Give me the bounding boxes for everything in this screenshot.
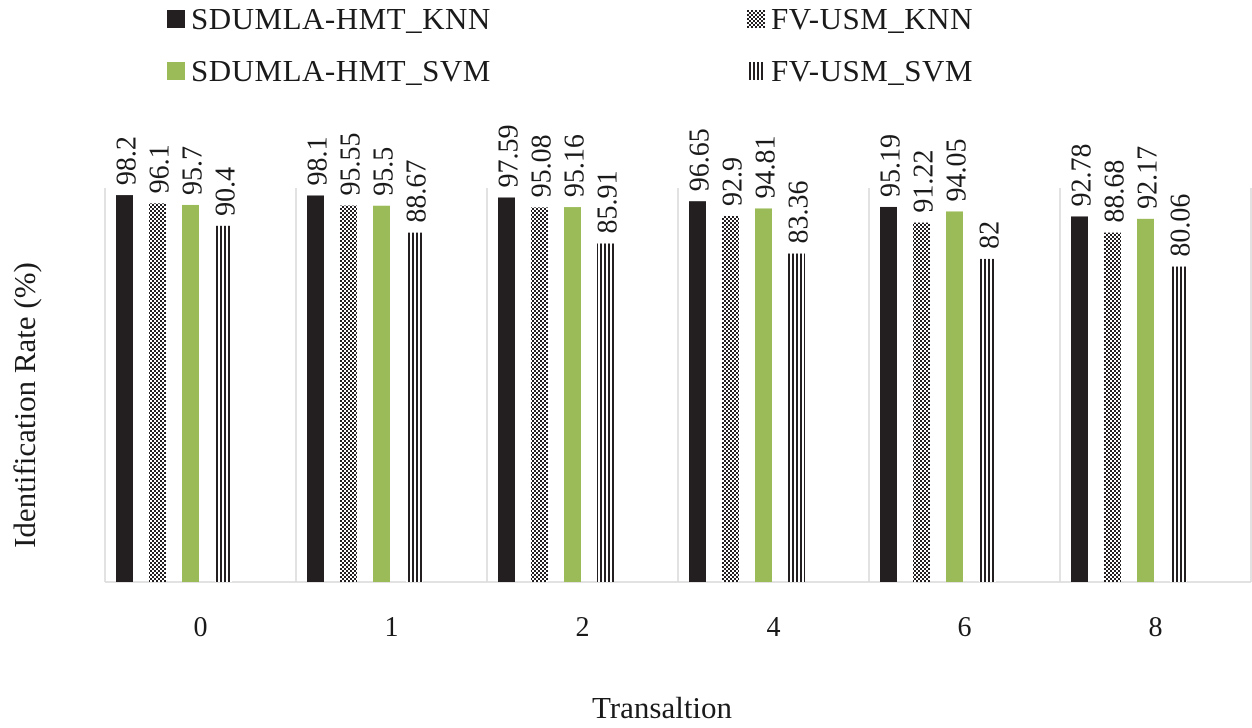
- legend-item: FV-USM_SVM: [745, 53, 973, 89]
- data-label: 94.05: [942, 138, 973, 201]
- bar: [215, 225, 232, 582]
- x-axis-title: Transaltion: [591, 690, 733, 725]
- bar: [788, 253, 805, 583]
- bar: [307, 195, 324, 582]
- bar: [946, 211, 963, 582]
- data-label: 95.16: [560, 134, 591, 197]
- data-label: 90.4: [211, 167, 242, 216]
- data-label: 82: [975, 221, 1006, 249]
- x-tick-label: 2: [576, 612, 590, 643]
- data-label: 80.06: [1166, 194, 1197, 257]
- legend-swatch: [747, 10, 765, 28]
- data-label: 95.08: [527, 134, 558, 197]
- bar: [149, 203, 166, 582]
- data-label: 95.7: [178, 146, 209, 195]
- bar: [979, 258, 996, 582]
- bar: [406, 232, 423, 582]
- x-tick-label: 1: [385, 612, 399, 643]
- legend-label: SDUMLA-HMT_SVM: [191, 53, 491, 88]
- bar: [531, 207, 548, 582]
- data-label: 97.59: [494, 124, 525, 187]
- legend-item: SDUMLA-HMT_SVM: [165, 53, 491, 89]
- bar: [340, 205, 357, 582]
- bar: [913, 222, 930, 582]
- legend-swatch: [167, 10, 185, 28]
- bar: [116, 195, 133, 583]
- legend-swatch: [167, 62, 185, 80]
- bar: [689, 201, 706, 582]
- data-label: 88.67: [402, 160, 433, 223]
- x-tick-label: 8: [1149, 612, 1163, 643]
- data-label: 95.19: [876, 134, 907, 197]
- bar: [597, 243, 614, 583]
- bar: [880, 206, 897, 582]
- x-tick-label: 4: [767, 612, 781, 643]
- bar: [373, 205, 390, 583]
- bar: [1071, 216, 1088, 583]
- data-label: 94.81: [751, 135, 782, 198]
- bar: [498, 197, 515, 582]
- data-label: 95.5: [369, 147, 400, 196]
- bar: [1170, 266, 1187, 582]
- data-label: 92.78: [1067, 143, 1098, 206]
- data-label: 85.91: [593, 171, 624, 234]
- bar: [1137, 218, 1154, 582]
- data-label: 91.22: [909, 150, 940, 213]
- data-label: 98.2: [112, 136, 143, 185]
- bar: [564, 207, 581, 583]
- bar: [1104, 232, 1121, 582]
- legend-label: FV-USM_SVM: [771, 53, 973, 88]
- y-axis-title: Identification Rate (%): [7, 262, 42, 548]
- data-label: 92.9: [718, 157, 749, 206]
- data-label: 88.68: [1100, 160, 1131, 223]
- data-label: 83.36: [784, 181, 815, 244]
- x-tick-label: 0: [194, 612, 208, 643]
- bar: [755, 208, 772, 582]
- x-tick-labels: 0 1 2 4 6 8: [194, 612, 1163, 643]
- data-label: 96.1: [145, 144, 176, 193]
- bar: [722, 215, 739, 582]
- bars: [116, 195, 1187, 583]
- data-label: 98.1: [303, 136, 334, 185]
- legend-swatch: [747, 62, 765, 80]
- legend-label: SDUMLA-HMT_KNN: [191, 1, 491, 36]
- x-tick-label: 6: [958, 612, 972, 643]
- grid-lines: [104, 188, 1252, 583]
- legend-item: FV-USM_KNN: [745, 1, 973, 37]
- data-label: 92.17: [1133, 146, 1164, 209]
- legend-item: SDUMLA-HMT_KNN: [165, 1, 491, 37]
- legend-label: FV-USM_KNN: [771, 1, 973, 36]
- data-label: 95.55: [336, 133, 367, 196]
- bar: [182, 204, 199, 582]
- data-label: 96.65: [685, 128, 716, 191]
